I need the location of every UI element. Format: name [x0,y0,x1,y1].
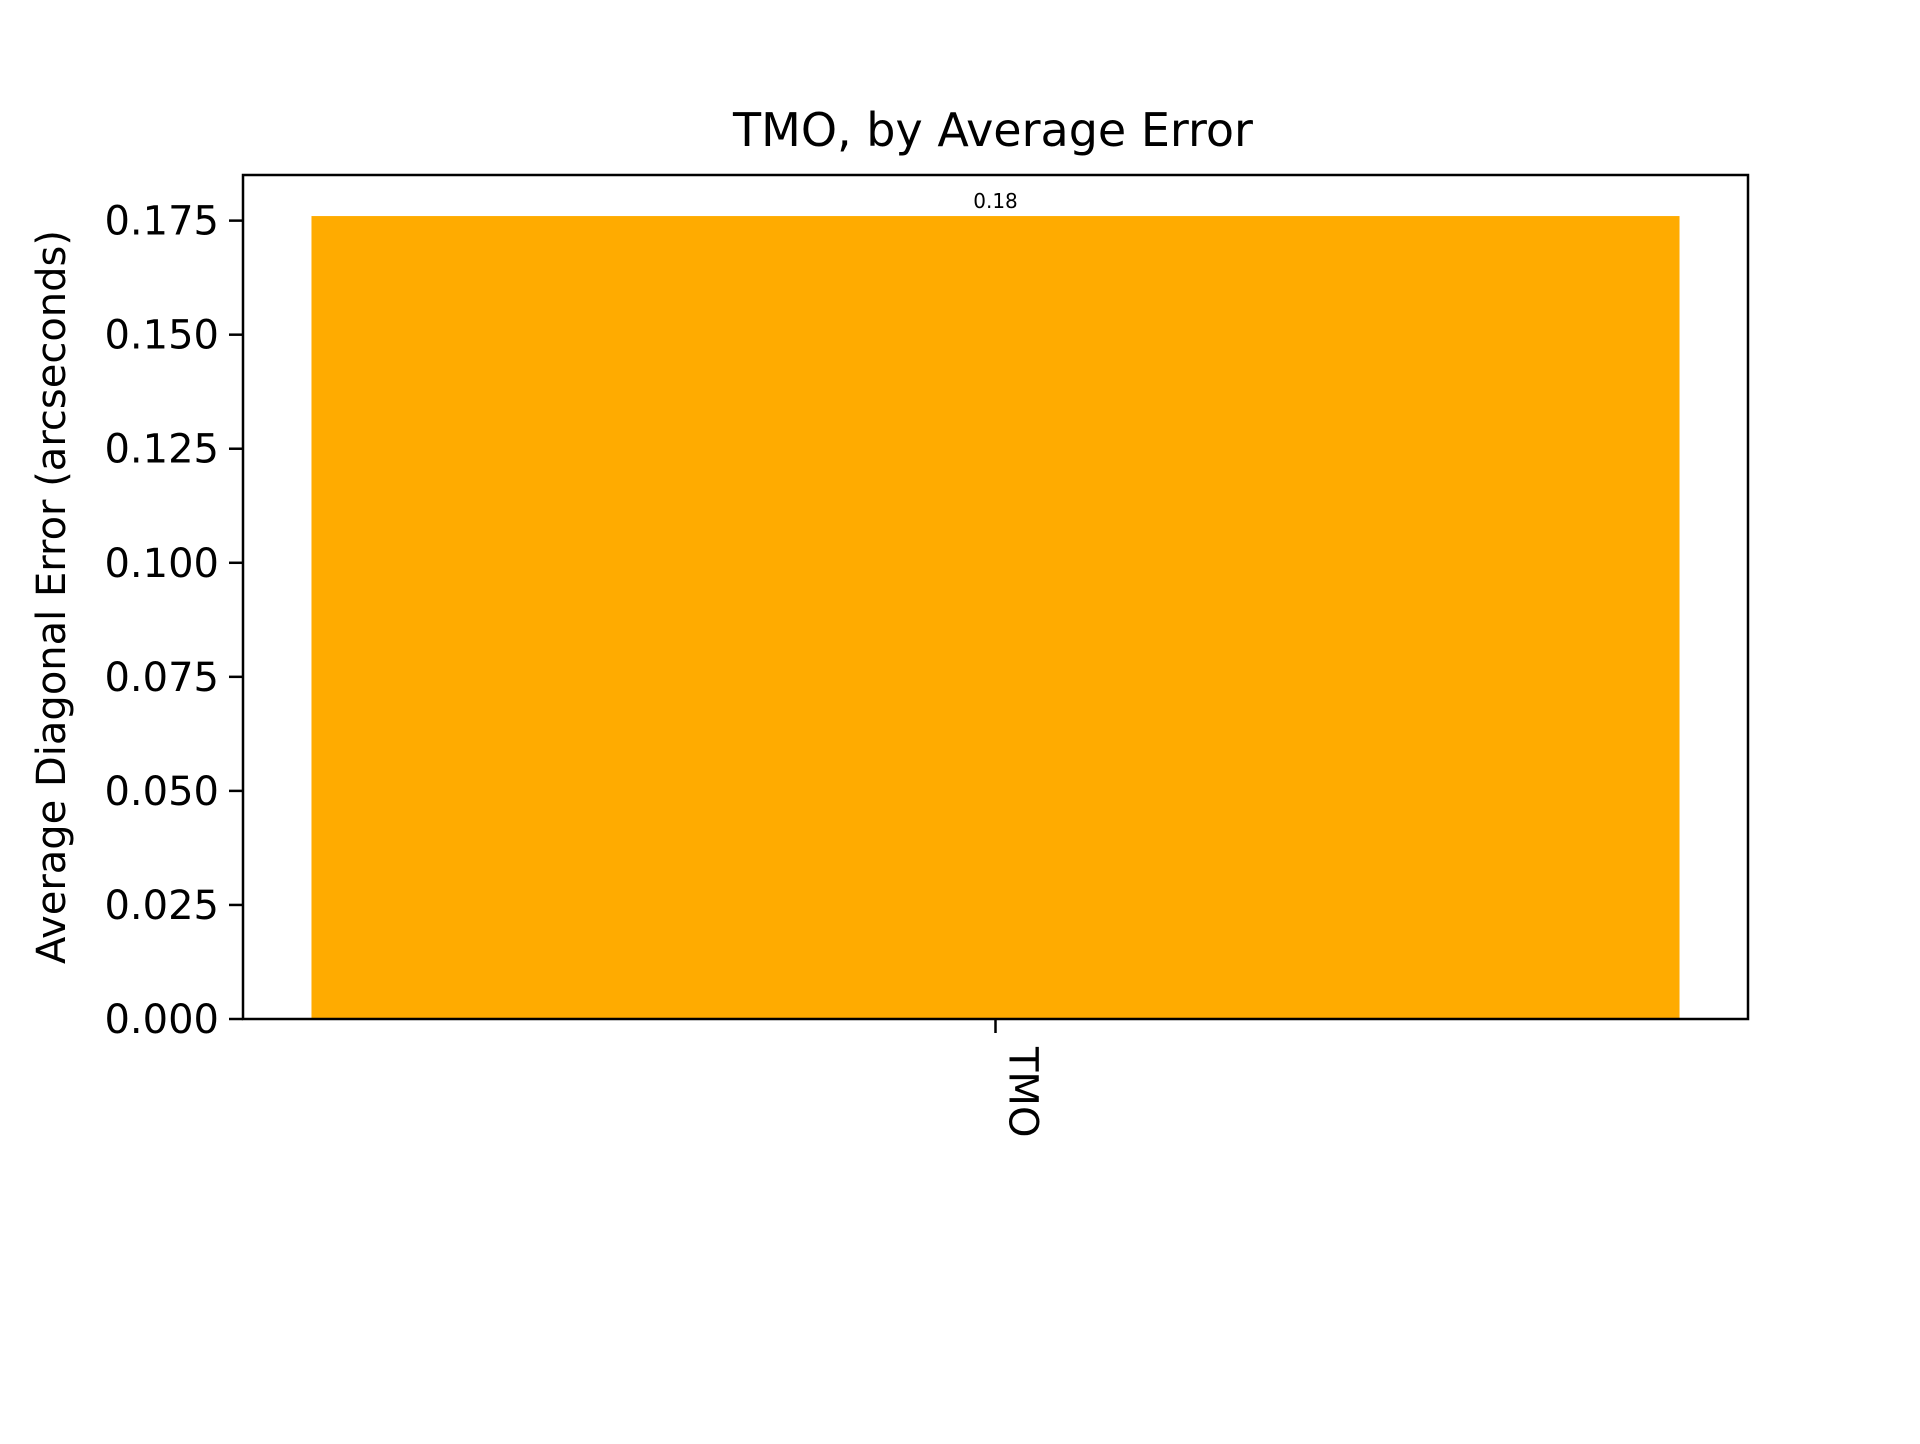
x-tick-label: TMO [1000,1046,1046,1137]
plot-frame [241,173,1750,1021]
y-tick-label: 0.000 [104,997,219,1043]
y-tick-label: 0.150 [104,313,219,359]
y-axis-label: Average Diagonal Error (arcseconds) [29,230,75,964]
bar [311,216,1680,1020]
y-tick-label: 0.075 [104,655,219,701]
chart-title: TMO, by Average Error [732,103,1253,157]
y-axis-ticks: 0.000 0.025 0.050 0.075 0.100 0.125 0.150 0.175 [104,199,243,1043]
y-tick-label: 0.025 [104,883,219,929]
y-tick-label: 0.175 [104,199,219,245]
y-tick-label: 0.050 [104,769,219,815]
y-tick-label: 0.125 [104,427,219,473]
data-label: 0.18 [973,189,1018,213]
x-axis-ticks: TMO [994,1019,1046,1137]
data-labels-layer: 0.18 [973,189,1018,213]
bars-layer [311,216,1680,1020]
y-tick-label: 0.100 [104,541,219,587]
